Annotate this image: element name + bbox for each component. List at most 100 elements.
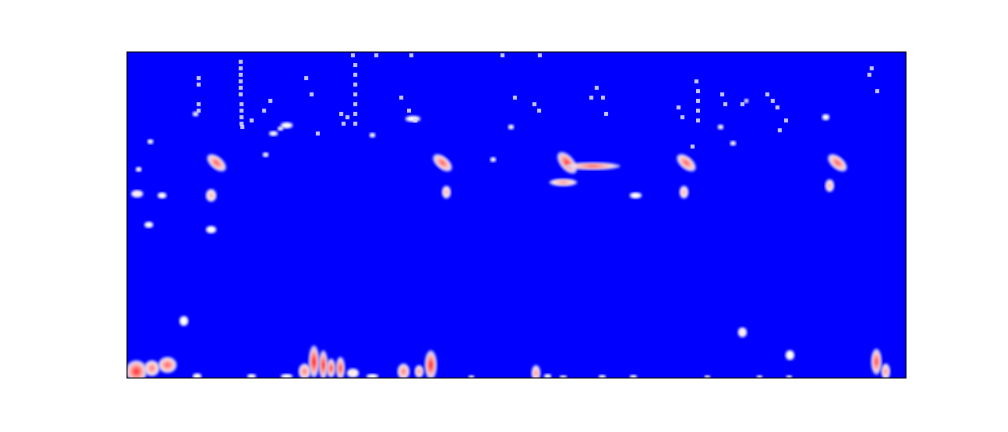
- heatmap-blob: [441, 185, 452, 199]
- heatmap-cell: [321, 362, 325, 368]
- heatmap-cell: [250, 374, 254, 378]
- heatmap-blob: [743, 98, 749, 104]
- heatmap-speckle: [770, 98, 775, 103]
- heatmap-cell: [402, 369, 406, 374]
- heatmap-speckle: [594, 85, 599, 90]
- heatmap-blob: [490, 156, 497, 163]
- heatmap-speckle: [680, 115, 685, 120]
- heatmap-blob: [147, 139, 154, 145]
- heatmap-speckle: [600, 95, 605, 100]
- heatmap-cell: [744, 99, 748, 103]
- heatmap-cell: [719, 125, 723, 129]
- heatmap-blob: [543, 373, 552, 378]
- heatmap-speckle: [353, 102, 358, 107]
- heatmap-cell: [469, 375, 473, 378]
- heatmap-cell: [134, 369, 139, 374]
- heatmap-cell: [561, 375, 565, 378]
- heatmap-speckle: [765, 92, 770, 97]
- heatmap-speckle: [249, 118, 254, 123]
- heatmap-blob: [130, 189, 144, 198]
- heatmap-speckle: [867, 72, 872, 77]
- heatmap-cell: [312, 358, 316, 365]
- heatmap-cell: [740, 330, 744, 334]
- heatmap-cell: [338, 365, 342, 371]
- heatmap-speckle: [409, 53, 414, 58]
- heatmap-blob: [704, 375, 711, 378]
- heatmap-speckle: [696, 89, 701, 94]
- heatmap-speckle: [406, 108, 411, 113]
- heatmap-speckle: [309, 92, 314, 97]
- heatmap-blob: [424, 350, 438, 378]
- heatmap-blob: [135, 166, 142, 172]
- heatmap-cell: [303, 369, 307, 374]
- heatmap-speckle: [238, 85, 243, 90]
- heatmap-blob: [262, 152, 269, 158]
- heatmap-speckle: [723, 102, 728, 107]
- heatmap-speckle: [350, 53, 355, 58]
- heatmap-blob: [127, 360, 148, 378]
- heatmap-speckle: [238, 79, 243, 84]
- heatmap-speckle: [775, 105, 780, 110]
- heatmap-blob: [549, 178, 578, 187]
- heatmap-speckle: [238, 72, 243, 77]
- heatmap-blob: [507, 124, 515, 130]
- heatmap-speckle: [694, 79, 699, 84]
- heatmap-cell: [828, 184, 832, 188]
- heatmap-cell: [440, 160, 445, 165]
- heatmap-blob: [366, 373, 379, 378]
- heatmap-speckle: [353, 63, 358, 68]
- heatmap-speckle: [196, 102, 201, 107]
- heatmap-cell: [271, 132, 275, 135]
- heatmap-blob: [870, 348, 882, 375]
- heatmap-cell: [631, 375, 635, 378]
- plot-frame: [126, 51, 907, 379]
- heatmap-blob: [318, 350, 328, 378]
- plot-area: [127, 52, 906, 378]
- heatmap-blob: [158, 356, 177, 374]
- heatmap-blob: [827, 154, 848, 172]
- heatmap-speckle: [589, 95, 594, 100]
- heatmap-blob: [729, 140, 737, 146]
- heatmap-speckle: [399, 95, 404, 100]
- heatmap-speckle: [690, 144, 695, 149]
- heatmap-blob: [717, 124, 724, 130]
- heatmap-speckle: [239, 121, 244, 126]
- heatmap-speckle: [696, 118, 701, 123]
- heatmap-cell: [370, 374, 374, 378]
- heatmap-cell: [546, 374, 550, 378]
- heatmap-blob: [432, 154, 453, 172]
- heatmap-speckle: [696, 98, 701, 103]
- heatmap-blob: [206, 154, 227, 172]
- heatmap-cell: [758, 375, 762, 378]
- heatmap-blob: [737, 327, 748, 338]
- heatmap-speckle: [196, 76, 201, 81]
- heatmap-speckle: [740, 102, 745, 107]
- heatmap-speckle: [875, 89, 880, 94]
- heatmap-cell: [417, 369, 421, 373]
- heatmap-cell: [429, 362, 433, 368]
- heatmap-blob: [157, 192, 167, 199]
- heatmap-blob: [308, 345, 320, 378]
- heatmap-cell: [147, 223, 151, 227]
- heatmap-blob: [397, 363, 410, 378]
- heatmap-cell: [278, 127, 282, 131]
- heatmap-speckle: [268, 98, 273, 103]
- heatmap-speckle: [262, 108, 267, 113]
- heatmap-cell: [214, 160, 219, 165]
- heatmap-blob: [298, 363, 311, 378]
- heatmap-blob: [414, 364, 424, 378]
- heatmap-cell: [135, 192, 139, 196]
- heatmap-speckle: [777, 128, 782, 133]
- heatmap-cell: [148, 140, 152, 144]
- heatmap-blob: [144, 360, 160, 377]
- heatmap-cell: [194, 112, 198, 116]
- heatmap-cell: [264, 153, 268, 157]
- heatmap-speckle: [239, 108, 244, 113]
- heatmap-cell: [684, 160, 689, 165]
- heatmap-cell: [788, 353, 792, 357]
- heatmap-speckle: [238, 59, 243, 64]
- heatmap-cell: [209, 228, 213, 232]
- heatmap-blob: [268, 130, 279, 137]
- heatmap-blob: [824, 179, 835, 193]
